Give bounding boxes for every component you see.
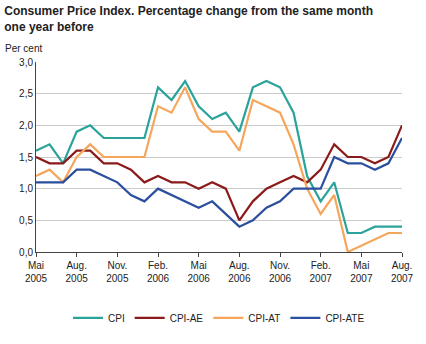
svg-text:Per cent: Per cent xyxy=(5,43,42,54)
svg-text:0,5: 0,5 xyxy=(19,215,33,226)
svg-text:CPI-ATE: CPI-ATE xyxy=(325,313,364,324)
svg-text:CPI-AT: CPI-AT xyxy=(248,313,280,324)
svg-text:Mai2007: Mai2007 xyxy=(350,260,373,284)
svg-text:Consumer Price Index. Percenta: Consumer Price Index. Percentage change … xyxy=(4,4,373,34)
svg-text:Feb.2006: Feb.2006 xyxy=(147,260,170,284)
svg-text:Mai2005: Mai2005 xyxy=(25,260,48,284)
svg-text:Aug.2005: Aug.2005 xyxy=(66,260,89,284)
svg-text:CPI: CPI xyxy=(108,313,125,324)
svg-text:Feb.2007: Feb.2007 xyxy=(310,260,333,284)
svg-text:Aug.2006: Aug.2006 xyxy=(228,260,251,284)
svg-text:CPI-AE: CPI-AE xyxy=(170,313,204,324)
svg-text:Nov.2005: Nov.2005 xyxy=(106,260,129,284)
svg-text:2,0: 2,0 xyxy=(19,120,33,131)
svg-text:1,0: 1,0 xyxy=(19,183,33,194)
svg-text:Aug.2007: Aug.2007 xyxy=(391,260,414,284)
svg-text:Nov.2006: Nov.2006 xyxy=(269,260,292,284)
svg-text:1,5: 1,5 xyxy=(19,152,33,163)
svg-text:0,0: 0,0 xyxy=(19,247,33,258)
svg-text:3,0: 3,0 xyxy=(19,57,33,68)
svg-text:Mai2006: Mai2006 xyxy=(188,260,211,284)
svg-text:2,5: 2,5 xyxy=(19,88,33,99)
